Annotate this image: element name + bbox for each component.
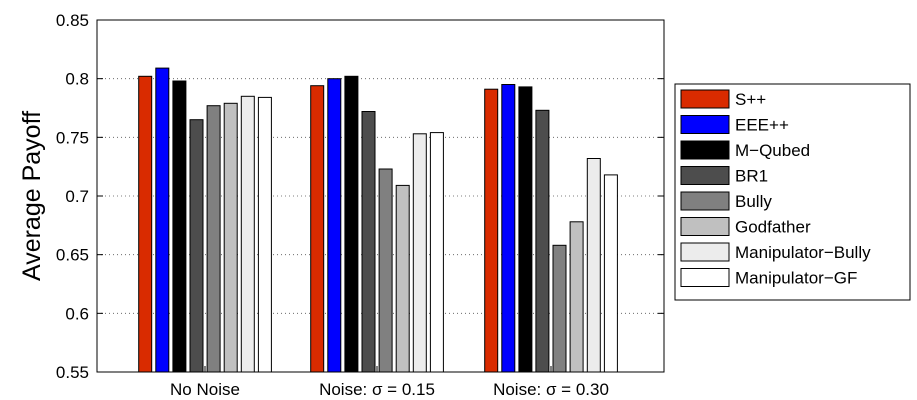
bar	[310, 85, 325, 373]
legend-swatch	[680, 166, 730, 185]
y-tick-label: 0.65	[56, 246, 89, 265]
bar	[344, 75, 359, 373]
legend-swatch	[680, 140, 730, 160]
bar	[535, 109, 550, 373]
bar	[569, 221, 584, 373]
bar	[429, 132, 444, 373]
legend-label: Godfather	[735, 218, 811, 237]
bar	[484, 88, 499, 373]
bar	[138, 75, 153, 373]
legend-label: EEE++	[735, 116, 789, 135]
bar	[223, 102, 238, 373]
bars	[138, 67, 618, 373]
bar	[240, 95, 255, 373]
bar	[412, 133, 427, 373]
bar	[172, 80, 187, 373]
x-category-label: Noise: σ = 0.30	[493, 380, 609, 399]
bar	[501, 84, 516, 373]
bar	[586, 158, 601, 373]
bar	[206, 105, 221, 373]
legend: S++ EEE++ M−Qubed BR1 Bully Godfather Manipula…	[674, 83, 911, 301]
bar	[189, 119, 204, 373]
legend-swatch	[680, 115, 730, 134]
bar	[603, 174, 618, 373]
x-category-label: No Noise	[170, 380, 240, 399]
y-tick-label: 0.55	[56, 363, 89, 382]
y-tick-label: 0.85	[56, 11, 89, 30]
y-axis-label: Average Payoff	[18, 111, 46, 281]
legend-label: BR1	[735, 167, 768, 186]
y-tick-label: 0.7	[65, 187, 89, 206]
bar	[518, 86, 533, 373]
legend-swatch	[680, 89, 730, 109]
legend-swatch	[680, 217, 730, 236]
bar	[155, 67, 170, 373]
bar	[327, 78, 342, 373]
bar	[552, 244, 567, 373]
x-axis-category-labels: No Noise Noise: σ = 0.15 Noise: σ = 0.30	[170, 366, 609, 399]
y-tick-label: 0.8	[65, 70, 89, 89]
x-category-label: Noise: σ = 0.15	[319, 380, 435, 399]
grid-lines	[97, 78, 664, 314]
y-tick-label: 0.6	[65, 304, 89, 323]
y-tick-label: 0.75	[56, 128, 89, 147]
bar	[257, 96, 272, 373]
legend-label: Manipulator−Bully	[735, 243, 871, 262]
legend-label: Bully	[735, 192, 772, 211]
legend-label: S++	[735, 90, 766, 109]
bar	[361, 111, 376, 373]
legend-swatch	[680, 191, 730, 211]
legend-swatch	[680, 268, 730, 287]
y-axis-ticks: 0.55 0.6 0.65 0.7 0.75 0.8 0.85	[56, 11, 664, 382]
legend-swatch	[680, 242, 730, 262]
bar	[395, 184, 410, 373]
bar	[378, 168, 393, 373]
legend-label: Manipulator−GF	[735, 269, 857, 288]
legend-label: M−Qubed	[735, 141, 810, 160]
